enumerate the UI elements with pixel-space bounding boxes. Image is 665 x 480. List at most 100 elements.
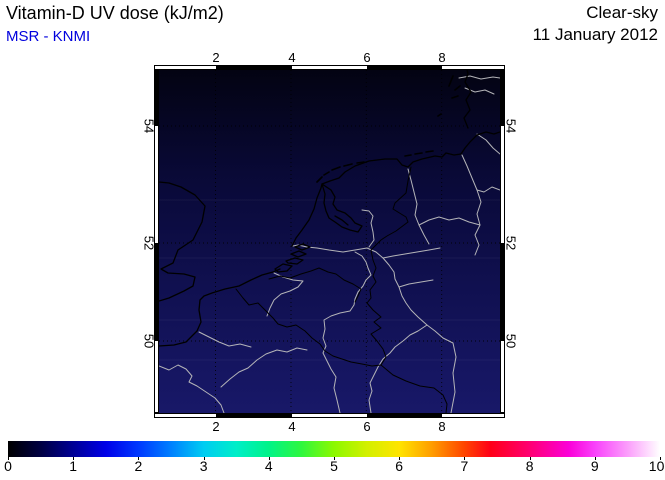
river-oise <box>220 347 308 388</box>
frame-segment <box>367 414 442 417</box>
frame-segment <box>155 414 216 417</box>
axis-label-lon-top: 6 <box>363 50 371 65</box>
frame-segment <box>442 414 504 417</box>
colorbar-tick <box>203 457 205 460</box>
map-frame-top <box>154 65 505 70</box>
axis-label-lat-right: 50 <box>503 333 519 349</box>
frame-segment <box>155 71 158 126</box>
colorbar-tick <box>660 457 661 460</box>
axis-label-lat-right: 54 <box>503 118 519 134</box>
frame-segment <box>442 66 504 69</box>
coast-zeeland-islands <box>274 243 311 273</box>
date-label: 11 January 2012 <box>532 25 658 44</box>
frame-segment <box>155 126 158 243</box>
river-ems <box>407 168 430 245</box>
axis-label-lat-right: 52 <box>503 235 519 251</box>
colorbar-tick <box>399 457 401 460</box>
coast-holland-wadden-germany <box>291 131 500 247</box>
axis-label-lon-bottom: 2 <box>212 419 220 434</box>
axis-label-lon-top: 2 <box>212 50 220 65</box>
map-frame-bottom <box>154 413 505 418</box>
border-fr-be <box>235 288 382 367</box>
dose-contour-bands <box>159 199 500 361</box>
colorbar-tick <box>464 457 466 460</box>
colorbar-tick <box>334 457 335 460</box>
colorbar-label: 5 <box>330 458 338 474</box>
colorbar-tick <box>73 457 75 460</box>
coast-schleswig <box>463 70 472 129</box>
river-weser <box>461 154 482 256</box>
colorbar-label: 7 <box>460 458 469 474</box>
condition-label: Clear-sky <box>586 3 658 22</box>
frame-segment <box>292 414 367 417</box>
axis-label-lat-left: 52 <box>141 235 157 251</box>
coastlines <box>159 70 500 347</box>
colorbar-label: 6 <box>395 458 404 474</box>
colorbar-tick <box>268 457 270 460</box>
frame-segment <box>292 66 367 69</box>
river-ruhr <box>398 279 434 288</box>
coast-ijsselmeer <box>321 183 363 233</box>
frame-segment <box>216 414 292 417</box>
uv-dose-field <box>159 70 500 413</box>
axis-label-lon-top: 4 <box>288 50 296 65</box>
colorbar-tick <box>594 457 596 460</box>
axis-label-lat-left: 50 <box>141 333 157 349</box>
river-lippe <box>382 247 441 259</box>
colorbar-label: 10 <box>648 458 665 474</box>
colorbar-label: 8 <box>525 458 534 474</box>
frame-segment <box>216 66 292 69</box>
frame-segment <box>155 66 216 69</box>
source-label: MSR - KNMI <box>6 28 91 45</box>
colorbar-labels: 0 1 2 3 4 5 6 7 8 9 10 <box>4 458 664 475</box>
graticule <box>159 70 500 413</box>
river-aller <box>476 186 500 193</box>
frame-segment <box>501 341 504 412</box>
axis-label-lon-bottom: 8 <box>438 419 446 434</box>
frame-segment <box>155 243 158 341</box>
map-frame-right <box>500 70 505 413</box>
frame-segment <box>501 71 504 126</box>
river-somme <box>198 331 252 348</box>
colorbar <box>8 441 660 457</box>
frame-segment <box>367 66 442 69</box>
river-scheldt <box>266 272 304 317</box>
colorbar-tick <box>8 457 9 460</box>
colorbar-label: 4 <box>264 458 273 474</box>
river-seine <box>159 364 225 413</box>
axis-label-lon-bottom: 4 <box>288 419 296 434</box>
coast-channel-flanders <box>159 268 281 347</box>
colorbar-label: 0 <box>4 458 12 474</box>
map-plot: 2 4 6 8 2 4 6 8 54 52 50 54 52 50 <box>142 51 519 433</box>
colorbar-ticks <box>8 457 661 460</box>
colorbar-label: 1 <box>69 458 78 474</box>
colorbar-label: 3 <box>199 458 208 474</box>
river-ijssel <box>361 209 375 248</box>
border-nl-de <box>366 166 412 304</box>
river-moselle <box>368 324 428 413</box>
national-borders <box>235 166 448 413</box>
axis-label-lon-bottom: 6 <box>363 419 371 434</box>
coast-wadden-islands <box>316 75 461 183</box>
border-be-nl <box>268 267 362 303</box>
page-title: Vitamin-D UV dose (kJ/m2) <box>6 3 224 23</box>
axis-label-lat-left: 54 <box>141 118 157 134</box>
border-be-de-fr <box>366 302 448 413</box>
frame-segment <box>501 243 504 341</box>
map-field-svg <box>159 70 500 413</box>
colorbar-label: 2 <box>134 458 143 474</box>
frame-segment <box>155 341 158 412</box>
river-rhine <box>292 244 457 413</box>
river-meuse <box>322 251 372 413</box>
colorbar-gradient <box>8 441 660 457</box>
colorbar-label: 9 <box>590 458 599 474</box>
coast-england <box>159 181 206 302</box>
river-elbe <box>476 133 500 155</box>
frame-segment <box>501 126 504 243</box>
colorbar-tick <box>529 457 531 460</box>
river-canal <box>418 216 481 226</box>
axis-label-lon-top: 8 <box>438 50 446 65</box>
map-frame-left <box>154 70 159 413</box>
colorbar-tick <box>138 457 140 460</box>
